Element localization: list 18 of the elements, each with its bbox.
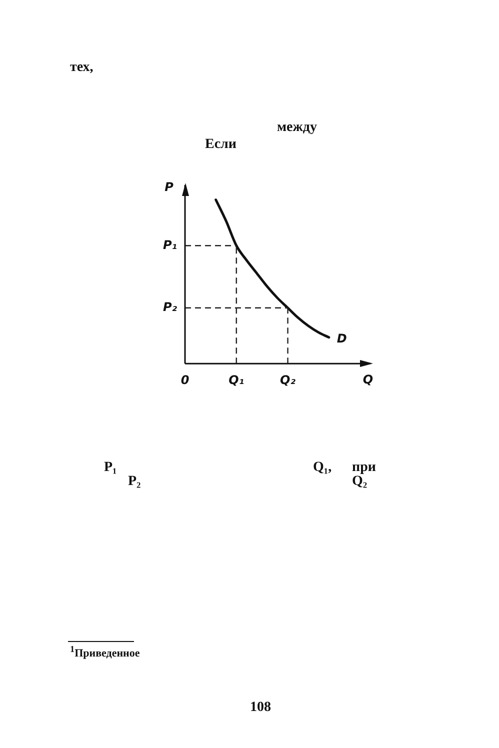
text: P₂ [128, 474, 141, 490]
text: $^{1}$Приведенное [70, 644, 140, 660]
ref-line-label: P₁ [162, 238, 177, 252]
x-tick-label: Q₂ [280, 372, 296, 387]
x-axis-title: Q [362, 372, 374, 387]
text: при [352, 460, 376, 476]
series-label: D [336, 332, 347, 346]
x-tick-label: 0 [180, 372, 190, 387]
text: P₁ [104, 460, 117, 476]
y-axis-title: P [164, 180, 174, 194]
text: 108 [250, 700, 271, 716]
text: между [277, 120, 317, 136]
ref-line-label: P₂ [162, 300, 178, 314]
x-tick-label: Q₁ [228, 372, 244, 387]
text: Q₂ [352, 474, 368, 490]
text: тех, [70, 60, 94, 76]
text: Q₁, [313, 460, 332, 476]
text: Если [205, 137, 236, 153]
